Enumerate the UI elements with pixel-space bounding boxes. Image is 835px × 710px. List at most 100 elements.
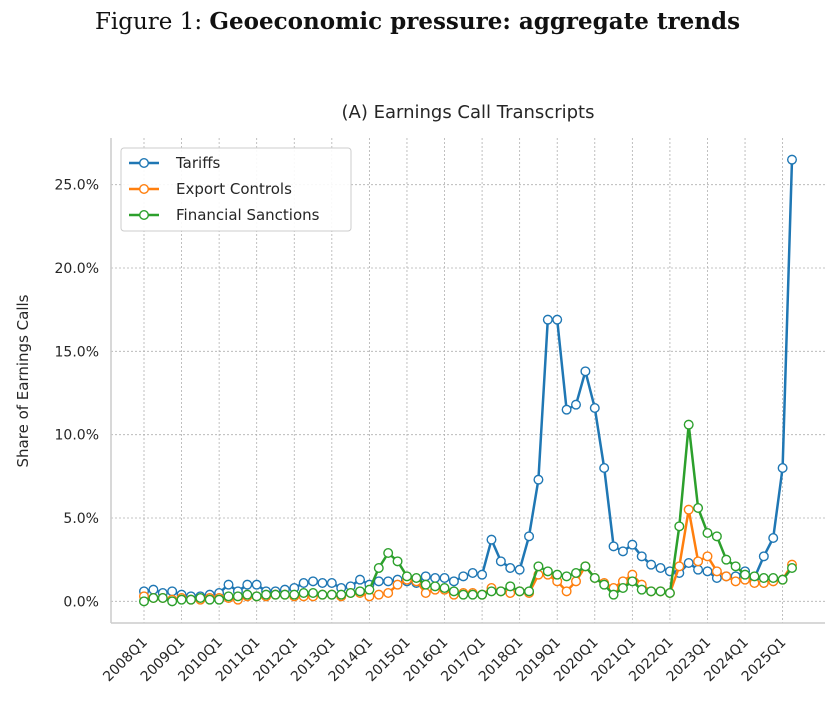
data-point <box>664 588 675 599</box>
data-point <box>693 564 704 575</box>
data-point <box>571 576 582 587</box>
figure-heading: Geoeconomic pressure: aggregate trends <box>209 8 741 35</box>
data-point <box>787 563 798 574</box>
data-point <box>355 586 366 597</box>
data-point <box>467 589 478 600</box>
data-point <box>514 586 525 597</box>
data-point <box>477 589 488 600</box>
legend-marker <box>138 209 149 220</box>
data-point <box>777 463 788 474</box>
data-point <box>138 596 149 607</box>
data-point <box>693 556 704 567</box>
data-point <box>185 594 196 605</box>
data-point <box>702 551 713 562</box>
data-point <box>411 573 422 584</box>
data-point <box>467 568 478 579</box>
data-point <box>373 576 384 587</box>
data-point <box>157 593 168 604</box>
data-point <box>430 573 441 584</box>
data-point <box>533 561 544 572</box>
data-point <box>298 578 309 589</box>
data-point <box>251 591 262 602</box>
data-point <box>524 531 535 542</box>
data-point <box>495 586 506 597</box>
data-point <box>430 581 441 592</box>
data-point <box>589 403 600 414</box>
data-point <box>721 554 732 565</box>
data-point <box>251 579 262 590</box>
data-point <box>749 571 760 582</box>
data-point <box>552 569 563 580</box>
legend-label: Tariffs <box>175 154 221 172</box>
data-point <box>392 556 403 567</box>
legend-label: Financial Sanctions <box>176 206 320 224</box>
data-point <box>383 576 394 587</box>
data-point <box>758 573 769 584</box>
series-line <box>143 508 794 601</box>
data-point <box>401 571 412 582</box>
data-point <box>758 551 769 562</box>
data-point <box>355 574 366 585</box>
data-point <box>477 569 488 580</box>
data-point <box>683 558 694 569</box>
data-point <box>373 589 384 600</box>
axes <box>110 138 825 624</box>
data-point <box>580 561 591 572</box>
data-point <box>439 583 450 594</box>
data-point <box>326 589 337 600</box>
data-point <box>655 563 666 574</box>
data-point <box>448 576 459 587</box>
figure-title: Figure 1: Geoeconomic pressure: aggregat… <box>0 8 835 35</box>
y-axis-label: Share of Earnings Calls <box>14 294 32 467</box>
data-point <box>383 548 394 559</box>
data-point <box>298 588 309 599</box>
data-point <box>317 589 328 600</box>
data-point <box>599 579 610 590</box>
data-point <box>308 588 319 599</box>
y-tick-label: 0.0% <box>63 594 99 610</box>
data-point <box>279 589 290 600</box>
data-point <box>768 573 779 584</box>
data-point <box>364 584 375 595</box>
data-point <box>420 571 431 582</box>
data-point <box>674 561 685 572</box>
data-point <box>232 591 243 602</box>
data-point <box>646 559 657 570</box>
y-tick-label: 25.0% <box>55 178 99 194</box>
data-point <box>561 404 572 415</box>
data-point <box>242 579 253 590</box>
data-point <box>777 574 788 585</box>
data-point <box>561 586 572 597</box>
series-financial-sanctions <box>138 419 798 607</box>
chart-title: (A) Earnings Call Transcripts <box>342 102 595 123</box>
data-point <box>486 586 497 597</box>
data-point <box>599 463 610 474</box>
data-point <box>617 583 628 594</box>
y-tick-label: 20.0% <box>55 261 99 277</box>
data-point <box>627 576 638 587</box>
data-point <box>730 576 741 587</box>
y-tick-label: 15.0% <box>55 344 99 360</box>
data-point <box>326 578 337 589</box>
data-point <box>683 419 694 430</box>
data-point <box>448 586 459 597</box>
data-point <box>674 521 685 532</box>
y-axis-ticks: 0.0% 5.0% 10.0% 15.0% 20.0% 25.0% <box>55 178 99 611</box>
data-point <box>505 581 516 592</box>
data-point <box>693 503 704 514</box>
data-point <box>552 314 563 325</box>
legend-marker <box>138 157 149 168</box>
data-point <box>148 584 159 595</box>
figure-number: Figure 1: <box>94 9 203 35</box>
data-point <box>439 573 450 584</box>
data-point <box>524 586 535 597</box>
data-point <box>571 568 582 579</box>
legend-marker <box>138 183 149 194</box>
data-point <box>589 573 600 584</box>
data-point <box>345 588 356 599</box>
data-point <box>636 551 647 562</box>
data-point <box>608 589 619 600</box>
series-group <box>138 154 798 607</box>
data-point <box>373 563 384 574</box>
data-point <box>721 571 732 582</box>
